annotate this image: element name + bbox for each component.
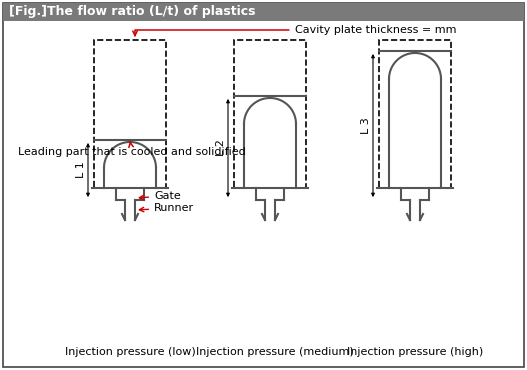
Text: [Fig.]The flow ratio (L/t) of plastics: [Fig.]The flow ratio (L/t) of plastics: [9, 6, 256, 18]
FancyBboxPatch shape: [3, 3, 524, 21]
Text: Injection pressure (low): Injection pressure (low): [65, 347, 196, 357]
Text: Injection pressure (high): Injection pressure (high): [347, 347, 483, 357]
Text: L 3: L 3: [361, 117, 371, 134]
Text: Leading part that is cooled and solidified: Leading part that is cooled and solidifi…: [18, 141, 246, 157]
Text: Cavity plate thickness = mm: Cavity plate thickness = mm: [133, 25, 456, 36]
Text: L 2: L 2: [216, 139, 226, 157]
Text: Gate: Gate: [139, 191, 181, 201]
Text: Injection pressure (medium): Injection pressure (medium): [196, 347, 354, 357]
Text: Runner: Runner: [139, 203, 194, 213]
Text: L 1: L 1: [76, 162, 86, 178]
